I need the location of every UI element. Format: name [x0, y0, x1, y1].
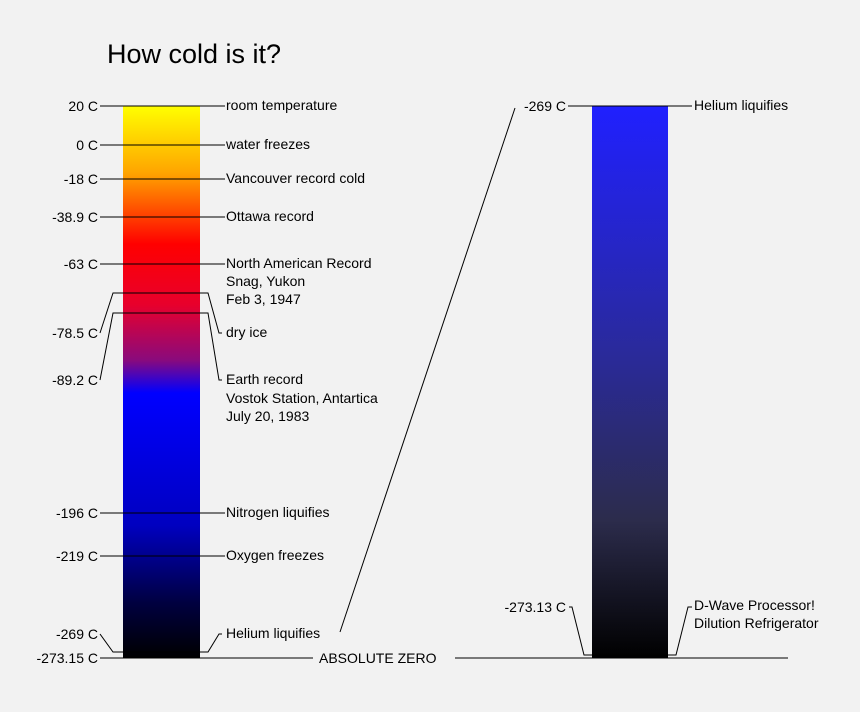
temp-earth: -89.2 C: [52, 372, 98, 388]
right-temp-top: -269 C: [524, 98, 566, 114]
label-earth-2: Vostok Station, Antartica: [226, 390, 378, 406]
temp-north-america: -63 C: [64, 256, 98, 272]
label-north-america-1: North American Record: [226, 255, 372, 271]
temp-absolute-zero: -273.15 C: [37, 650, 98, 666]
label-north-america-2: Snag, Yukon: [226, 273, 305, 289]
temp-ottawa: -38.9 C: [52, 209, 98, 225]
temp-nitrogen: -196 C: [56, 505, 98, 521]
label-earth-3: July 20, 1983: [226, 408, 309, 424]
left-ticks: [99, 105, 225, 653]
label-water: water freezes: [225, 136, 310, 152]
label-room: room temperature: [226, 97, 337, 113]
right-label-bottom-2: Dilution Refrigerator: [694, 615, 819, 631]
temp-dry-ice: -78.5 C: [52, 325, 98, 341]
temp-water: 0 C: [76, 137, 98, 153]
temp-room: 20 C: [68, 98, 98, 114]
temp-oxygen: -219 C: [56, 548, 98, 564]
right-temperature-bar: [592, 106, 668, 658]
left-temperature-bar: [123, 106, 200, 658]
label-dry-ice: dry ice: [226, 324, 267, 340]
right-label-top: Helium liquifies: [694, 97, 788, 113]
label-vancouver: Vancouver record cold: [226, 170, 365, 186]
label-oxygen: Oxygen freezes: [226, 547, 324, 563]
label-helium: Helium liquifies: [226, 625, 320, 641]
label-earth-1: Earth record: [226, 371, 303, 387]
right-temp-bottom: -273.13 C: [505, 599, 566, 615]
absolute-zero-label: ABSOLUTE ZERO: [319, 650, 437, 666]
temp-helium: -269 C: [56, 626, 98, 642]
temp-vancouver: -18 C: [64, 171, 98, 187]
label-nitrogen: Nitrogen liquifies: [226, 504, 330, 520]
label-north-america-3: Feb 3, 1947: [226, 291, 301, 307]
label-ottawa: Ottawa record: [226, 208, 314, 224]
zoom-connector-line: [339, 107, 516, 633]
right-ticks: [568, 105, 692, 656]
right-label-bottom-1: D-Wave Processor!: [694, 597, 815, 613]
page-title: How cold is it?: [107, 39, 281, 69]
